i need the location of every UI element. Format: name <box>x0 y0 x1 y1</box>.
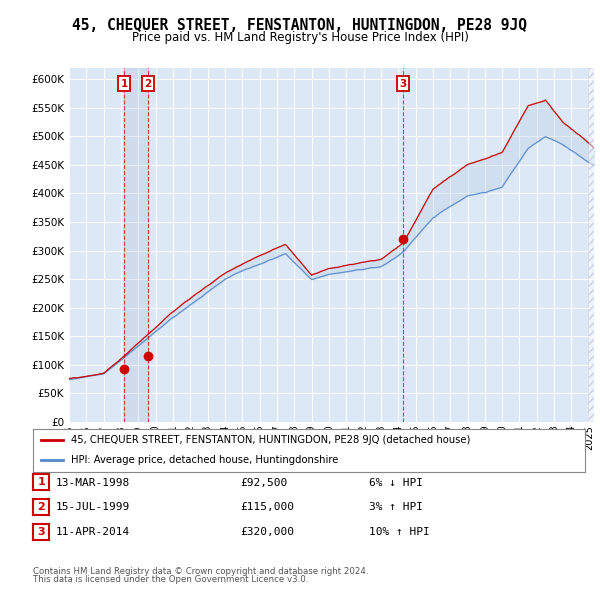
Text: Contains HM Land Registry data © Crown copyright and database right 2024.: Contains HM Land Registry data © Crown c… <box>33 567 368 576</box>
Text: £115,000: £115,000 <box>240 503 294 512</box>
Text: £92,500: £92,500 <box>240 478 287 487</box>
Text: 2: 2 <box>144 79 151 88</box>
Text: 45, CHEQUER STREET, FENSTANTON, HUNTINGDON, PE28 9JQ: 45, CHEQUER STREET, FENSTANTON, HUNTINGD… <box>73 18 527 32</box>
Text: 15-JUL-1999: 15-JUL-1999 <box>56 503 130 512</box>
Text: HPI: Average price, detached house, Huntingdonshire: HPI: Average price, detached house, Hunt… <box>71 455 338 465</box>
Text: 6% ↓ HPI: 6% ↓ HPI <box>369 478 423 487</box>
Text: 13-MAR-1998: 13-MAR-1998 <box>56 478 130 487</box>
Text: Price paid vs. HM Land Registry's House Price Index (HPI): Price paid vs. HM Land Registry's House … <box>131 31 469 44</box>
Text: 3: 3 <box>400 79 407 88</box>
Bar <box>124 68 148 422</box>
Text: This data is licensed under the Open Government Licence v3.0.: This data is licensed under the Open Gov… <box>33 575 308 584</box>
Text: 45, CHEQUER STREET, FENSTANTON, HUNTINGDON, PE28 9JQ (detached house): 45, CHEQUER STREET, FENSTANTON, HUNTINGD… <box>71 435 470 445</box>
Text: 1: 1 <box>37 477 45 487</box>
Text: 3% ↑ HPI: 3% ↑ HPI <box>369 503 423 512</box>
Text: 11-APR-2014: 11-APR-2014 <box>56 527 130 537</box>
Text: 10% ↑ HPI: 10% ↑ HPI <box>369 527 430 537</box>
Text: 1: 1 <box>121 79 128 88</box>
Text: 2: 2 <box>37 502 45 512</box>
Text: 3: 3 <box>37 527 45 537</box>
Text: £320,000: £320,000 <box>240 527 294 537</box>
